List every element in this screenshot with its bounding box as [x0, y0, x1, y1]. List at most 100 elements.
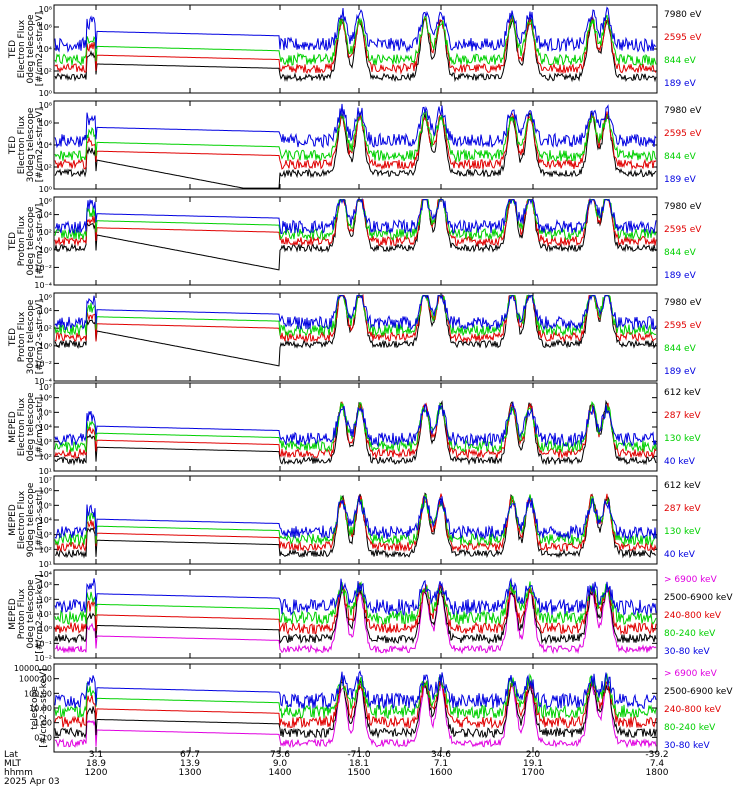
series-line-blue — [54, 401, 657, 448]
y-axis-label-line: 0deg telescope — [26, 579, 36, 649]
series-line-blue — [54, 103, 657, 149]
series-line-magenta — [54, 587, 657, 655]
legend-entry: 612 keV — [664, 388, 701, 398]
series-line-black — [54, 110, 657, 189]
x-tick-label: 1700 — [522, 768, 545, 778]
legend-entry: 80-240 keV — [664, 629, 716, 639]
y-tick-label: 10² — [39, 67, 52, 76]
y-tick-label: 10⁻⁴ — [34, 281, 52, 290]
legend-entry: 612 keV — [664, 481, 701, 491]
y-tick-label: 10⁸ — [39, 5, 52, 14]
y-axis-label-line: Electron Flux — [17, 19, 27, 78]
y-tick-label: 10⁰ — [39, 625, 52, 634]
legend-entry: 2500-6900 keV — [664, 593, 733, 603]
y-axis-label-line: Electron Flux — [17, 397, 27, 456]
series-line-green — [54, 494, 657, 547]
x-tick-label: 18.1 — [349, 759, 369, 769]
series-line-green — [54, 110, 657, 163]
y-axis-label-line: [#/cm2-s-str-eV] — [35, 300, 45, 375]
legend-entry: 2595 eV — [664, 225, 702, 235]
legend-entry: 40 keV — [664, 457, 696, 467]
y-tick-label: 10⁷ — [39, 476, 52, 485]
y-tick-label: 10.00 — [29, 704, 52, 713]
x-tick-label: -39.2 — [645, 750, 668, 760]
panel-7: MEPEDProton Flux0deg telescope[#/cm2-s-s… — [8, 569, 658, 659]
y-tick-label: 10³ — [39, 531, 52, 540]
y-axis-label: TEDElectron Flux0deg telescope[#/cm2-s-s… — [8, 12, 45, 87]
y-tick-label: 10⁶ — [39, 487, 52, 496]
series-line-black — [54, 492, 657, 559]
y-axis-label-line: 0deg telescope — [26, 392, 36, 462]
y-axis-label-line: [#/cm2-s-str-eV] — [35, 108, 45, 183]
legend-entry: 287 keV — [664, 411, 701, 421]
series-line-red — [54, 401, 657, 460]
legend-entry: 2595 eV — [664, 33, 702, 43]
y-tick-label: 10⁻¹ — [34, 639, 52, 648]
y-axis-label: MEPEDElectron Flux90deg telescope[#/cm2-… — [8, 482, 45, 557]
y-tick-label: 10⁻² — [34, 654, 52, 663]
legend-entry: 130 keV — [664, 434, 701, 444]
y-tick-label: 10⁰ — [39, 342, 52, 351]
x-tick-label: -71.0 — [347, 750, 371, 760]
series-line-blue — [54, 293, 657, 332]
y-tick-label: 10⁰ — [39, 89, 52, 98]
legend-entry: 189 eV — [664, 79, 697, 89]
series-line-black — [54, 584, 657, 645]
series-line-magenta — [54, 682, 657, 749]
y-tick-label: 10⁶ — [39, 119, 52, 128]
x-tick-label: 2.0 — [526, 750, 541, 760]
series-line-red — [54, 111, 657, 171]
series-line-green — [54, 14, 657, 67]
y-axis-label-line: [#/cm2-s-str-keV] — [39, 668, 49, 747]
legend-entry: 844 eV — [664, 344, 697, 354]
y-tick-label: 10² — [39, 452, 52, 461]
x-tick-label: 1500 — [348, 768, 371, 778]
legend-entry: 7980 eV — [664, 298, 702, 308]
y-tick-label: 100.00 — [24, 689, 52, 698]
y-axis-label-line: 90deg telescope — [26, 482, 36, 557]
legend-entry: 287 keV — [664, 504, 701, 514]
series-line-red — [54, 14, 657, 75]
series-line-green — [54, 400, 657, 454]
y-axis-label-line: TED — [8, 328, 18, 347]
y-tick-label: 10¹ — [39, 610, 52, 619]
series-line-blue — [54, 6, 657, 53]
x-tick-label: 73.6 — [270, 750, 290, 760]
panel-1: TEDElectron Flux0deg telescope[#/cm2-s-s… — [8, 4, 658, 94]
legend-entry: 130 keV — [664, 527, 701, 537]
legend-entry: 844 eV — [664, 248, 697, 258]
y-tick-label: 10⁻⁴ — [34, 377, 52, 386]
panel-frame — [53, 292, 658, 382]
series-line-blue — [54, 197, 657, 235]
series-line-black — [54, 678, 657, 739]
legend-entry: > 6900 keV — [664, 669, 718, 679]
y-tick-label: 10⁻² — [34, 263, 52, 272]
y-axis-label-line: Proton Flux — [17, 311, 27, 362]
x-tick-label: 19.1 — [523, 759, 543, 769]
y-tick-label: 10³ — [39, 438, 52, 447]
legend-entry: 7980 eV — [664, 10, 702, 20]
y-tick-label: 10⁶ — [39, 23, 52, 32]
legend-entry: 2595 eV — [664, 129, 702, 139]
series-line-black — [54, 399, 657, 466]
legend-entry: 240-800 keV — [664, 611, 722, 621]
y-axis-label-line: MEPED — [8, 504, 18, 536]
x-tick-label: 67.7 — [180, 750, 200, 760]
legend-entry: 189 eV — [664, 367, 697, 377]
y-axis-label-line: 30deg telescope — [26, 299, 36, 374]
y-tick-label: 10⁴ — [39, 516, 52, 525]
legend-entry: 240-800 keV — [664, 705, 722, 715]
y-tick-label: 10⁴ — [39, 423, 52, 432]
series-line-blue — [54, 577, 657, 617]
x-tick-label: 18.9 — [86, 759, 106, 769]
x-tick-label: 3.1 — [89, 750, 103, 760]
x-tick-label: 13.9 — [180, 759, 200, 769]
legend-entry: 80-240 keV — [664, 723, 716, 733]
x-tick-label: 34.6 — [431, 750, 451, 760]
legend-entry: 189 eV — [664, 271, 697, 281]
y-axis-label-line: Electron Flux — [17, 115, 27, 174]
y-axis-label-line: TED — [8, 232, 18, 251]
y-tick-label: 10¹ — [39, 560, 52, 569]
y-tick-label: 10⁴ — [39, 307, 52, 316]
